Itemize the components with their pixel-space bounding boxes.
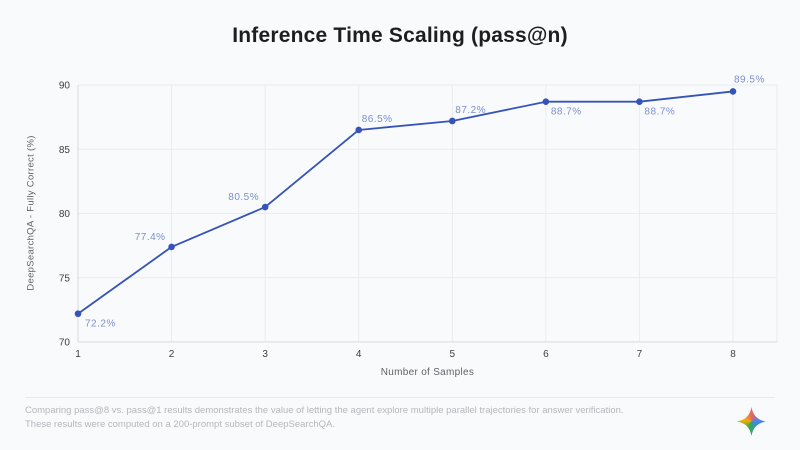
x-tick-label: 2 xyxy=(169,349,175,360)
data-point xyxy=(74,310,82,318)
chart-title: Inference Time Scaling (pass@n) xyxy=(232,24,568,47)
data-point xyxy=(636,98,643,106)
x-tick-label: 5 xyxy=(450,349,456,360)
footer-note-line1: Comparing pass@8 vs. pass@1 results demo… xyxy=(25,405,624,416)
y-tick-label: 75 xyxy=(59,273,71,284)
y-tick-label: 90 xyxy=(59,81,71,92)
x-tick-label: 7 xyxy=(637,349,643,360)
x-tick-label: 3 xyxy=(262,349,268,360)
footer-divider xyxy=(25,397,775,398)
x-tick-label: 4 xyxy=(356,349,362,360)
x-axis-title: Number of Samples xyxy=(380,367,475,378)
data-point xyxy=(261,203,269,211)
y-tick-label: 80 xyxy=(59,209,71,220)
data-point xyxy=(448,117,456,125)
y-axis-title: DeepSearchQA - Fully Correct (%) xyxy=(25,135,37,291)
data-point xyxy=(729,88,737,95)
x-tick-label: 6 xyxy=(543,349,549,360)
data-point-label: 88.7% xyxy=(551,107,582,118)
data-point xyxy=(542,98,550,106)
data-point-label: 89.5% xyxy=(734,74,765,85)
data-point xyxy=(168,243,175,251)
data-point-label: 72.2% xyxy=(85,319,116,330)
y-tick-label: 70 xyxy=(59,338,71,349)
x-tick-label: 8 xyxy=(730,349,736,360)
data-point-label: 86.5% xyxy=(362,114,393,125)
data-line xyxy=(77,90,734,315)
x-tick-label: 1 xyxy=(75,349,81,360)
footer-note-line2: These results were computed on a 200-pro… xyxy=(25,419,335,430)
data-point-label: 80.5% xyxy=(228,192,259,203)
data-point-label: 87.2% xyxy=(455,105,486,116)
y-tick-label: 85 xyxy=(59,145,71,156)
data-point-label: 77.4% xyxy=(135,232,166,243)
data-point-label: 88.7% xyxy=(644,107,675,118)
footer-note: Comparing pass@8 vs. pass@1 results demo… xyxy=(25,404,645,432)
data-point xyxy=(355,126,363,134)
